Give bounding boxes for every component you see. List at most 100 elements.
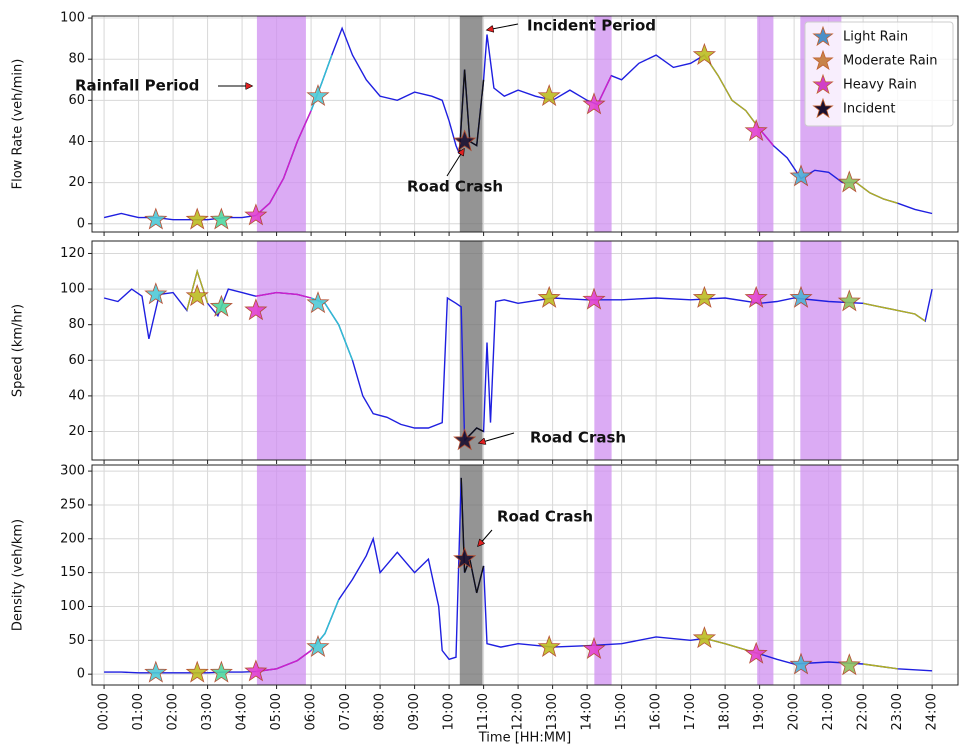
shaded-period	[594, 465, 612, 685]
star-marker	[144, 207, 168, 230]
annotation: Incident Period	[527, 17, 656, 35]
star-marker	[744, 641, 768, 664]
star-marker	[692, 626, 717, 649]
shaded-period	[757, 241, 774, 460]
star-marker	[537, 634, 561, 657]
legend-marker	[812, 25, 834, 47]
x-tick-label: 07:00	[338, 693, 353, 730]
x-tick-label: 23:00	[890, 693, 905, 730]
x-tick-label: 17:00	[683, 693, 698, 730]
shaded-period	[800, 241, 842, 460]
x-tick-label: 16:00	[649, 693, 664, 730]
star-marker	[209, 660, 233, 683]
shaded-period	[757, 465, 774, 685]
y-tick-label: 100	[60, 599, 85, 614]
x-tick-label: 18:00	[718, 693, 733, 730]
x-tick-label: 02:00	[166, 693, 181, 730]
x-tick-label: 15:00	[614, 693, 629, 730]
star-marker	[582, 287, 606, 310]
y-axis-label: Flow Rate (veh/min)	[11, 59, 26, 190]
star-marker	[144, 282, 168, 305]
legend-frame	[804, 21, 954, 127]
star-marker	[185, 284, 209, 307]
star-marker	[244, 659, 268, 682]
shaded-period	[757, 16, 774, 232]
x-tick-label: 05:00	[269, 693, 284, 730]
star-marker	[789, 652, 813, 675]
y-tick-label: 0	[77, 216, 85, 231]
shaded-period	[594, 241, 612, 460]
x-tick-label: 06:00	[304, 693, 319, 730]
y-tick-label: 0	[77, 667, 85, 682]
x-tick-label: 20:00	[787, 693, 802, 730]
x-tick-label: 24:00	[925, 693, 940, 730]
star-marker	[789, 164, 813, 187]
y-tick-label: 60	[68, 93, 85, 108]
star-marker	[453, 129, 477, 152]
y-tick-label: 80	[68, 52, 85, 67]
y-axis-label: Density (veh/km)	[11, 519, 26, 631]
annotation-arrow	[479, 432, 515, 443]
y-tick-label: 50	[68, 633, 85, 648]
star-marker	[244, 298, 268, 321]
star-marker	[453, 546, 477, 569]
star-marker	[537, 84, 561, 107]
x-axis-label: Time [HH:MM]	[478, 731, 571, 746]
shaded-period	[594, 16, 612, 232]
series-line	[255, 649, 312, 673]
axes-frame	[91, 464, 959, 686]
y-tick-label: 250	[60, 497, 85, 512]
x-tick-label: 08:00	[373, 693, 388, 730]
x-tick-label: 09:00	[407, 693, 422, 730]
series-line	[255, 291, 312, 299]
star-marker	[209, 207, 233, 230]
annotation: Road Crash	[530, 429, 626, 447]
x-tick-label: 19:00	[752, 693, 767, 730]
x-tick-label: 11:00	[476, 693, 491, 730]
star-marker	[144, 660, 168, 683]
star-marker	[209, 294, 233, 317]
star-marker	[306, 634, 330, 657]
star-marker	[837, 653, 861, 676]
star-marker	[744, 285, 768, 308]
shaded-period	[459, 465, 483, 685]
series-line	[703, 54, 761, 130]
annotation-arrow	[487, 23, 519, 30]
star-marker	[244, 203, 268, 226]
y-tick-label: 300	[60, 464, 85, 479]
star-marker	[185, 207, 209, 230]
annotation: Road Crash	[497, 508, 593, 526]
x-tick-label: 10:00	[442, 693, 457, 730]
y-tick-label: 60	[68, 353, 85, 368]
shaded-period	[459, 16, 483, 232]
star-marker	[306, 84, 330, 107]
x-tick-label: 13:00	[545, 693, 560, 730]
y-axis-label: Speed (km/hr)	[11, 304, 26, 397]
legend-label: Moderate Rain	[843, 54, 938, 69]
star-marker	[185, 660, 209, 683]
y-tick-label: 40	[68, 388, 85, 403]
series-line	[255, 110, 312, 217]
y-tick-label: 100	[60, 282, 85, 297]
star-marker	[837, 289, 861, 312]
shaded-period	[256, 241, 306, 460]
x-tick-label: 12:00	[511, 693, 526, 730]
series-line	[596, 75, 612, 105]
series-line	[863, 663, 898, 670]
shaded-period	[256, 465, 306, 685]
y-tick-label: 20	[68, 424, 85, 439]
x-tick-label: 22:00	[856, 693, 871, 730]
star-marker	[582, 636, 606, 659]
star-marker	[692, 285, 717, 308]
y-tick-label: 80	[68, 317, 85, 332]
y-tick-label: 40	[68, 134, 85, 149]
x-tick-label: 21:00	[821, 693, 836, 730]
star-marker	[537, 285, 561, 308]
legend-label: Incident	[843, 102, 895, 117]
legend-marker	[812, 49, 834, 71]
y-tick-label: 100	[60, 11, 85, 26]
axes-frame	[91, 15, 959, 233]
x-tick-label: 00:00	[97, 693, 112, 730]
y-tick-label: 20	[68, 175, 85, 190]
